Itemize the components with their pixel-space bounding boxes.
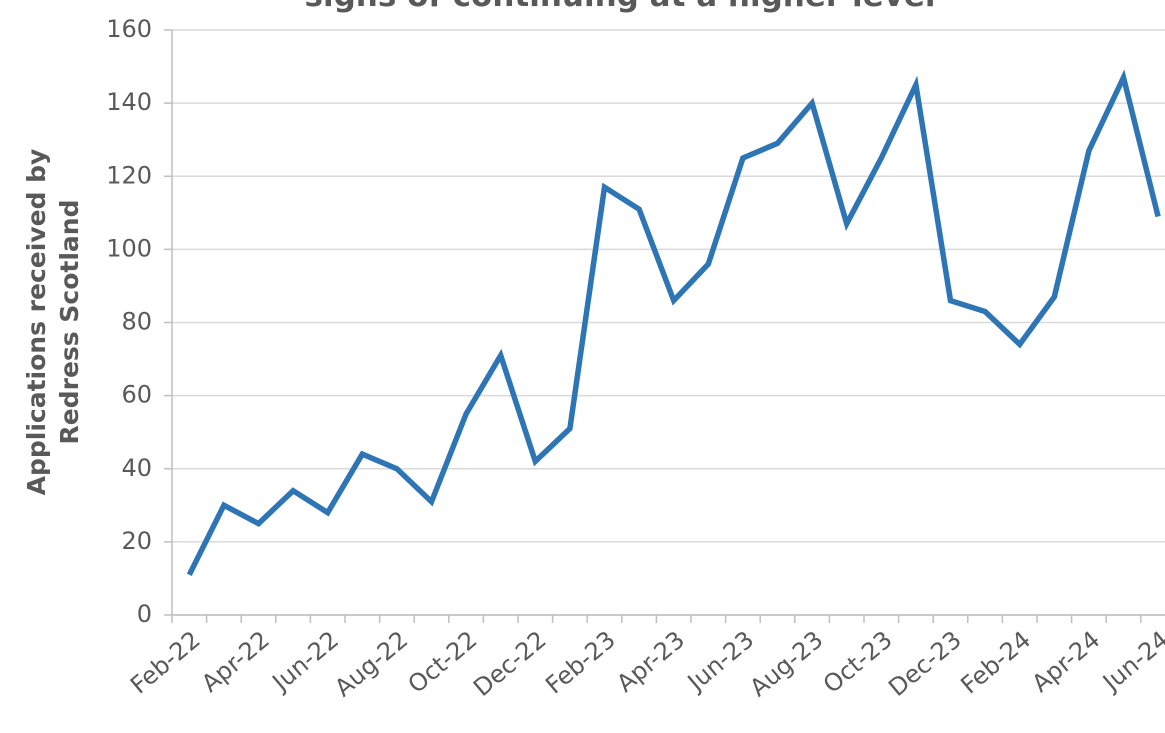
x-tick-label: Jun-22	[266, 626, 344, 698]
series-line	[186, 69, 1161, 577]
x-tick-label: Dec-22	[468, 626, 552, 702]
y-tick-label: 60	[121, 381, 152, 409]
x-tick-label: Oct-23	[818, 626, 898, 699]
x-tick-label: Jun-24	[1096, 626, 1165, 698]
x-tick-label: Apr-22	[196, 626, 275, 698]
y-tick-label: 100	[106, 234, 152, 262]
y-axis-label-line: Applications received by	[22, 149, 51, 496]
x-tick-label: Jun-23	[681, 626, 759, 698]
y-axis-label-line: Redress Scotland	[55, 200, 84, 445]
y-axis-label: Applications received by Redress Scotlan…	[22, 149, 84, 496]
x-tick-label: Apr-23	[611, 626, 690, 698]
x-tick-label: Aug-23	[745, 626, 829, 703]
chart-title: signs of continuing at a higher level	[305, 0, 936, 14]
x-tick-label: Feb-22	[125, 626, 206, 700]
y-tick-label: 80	[121, 308, 152, 336]
y-tick-label: 20	[121, 527, 152, 555]
y-tick-label: 160	[106, 15, 152, 43]
y-tick-label: 120	[106, 161, 152, 189]
x-tick-label: Feb-24	[955, 626, 1036, 700]
y-tick-label: 140	[106, 88, 152, 116]
x-tick-label: Apr-24	[1027, 626, 1106, 698]
x-tick-label: Dec-23	[883, 626, 967, 702]
y-tick-label: 40	[121, 454, 152, 482]
x-tick-label: Feb-23	[540, 626, 621, 700]
y-tick-label: 0	[137, 600, 152, 628]
x-tick-label: Oct-22	[403, 626, 483, 699]
x-tick-label: Aug-22	[329, 626, 413, 703]
